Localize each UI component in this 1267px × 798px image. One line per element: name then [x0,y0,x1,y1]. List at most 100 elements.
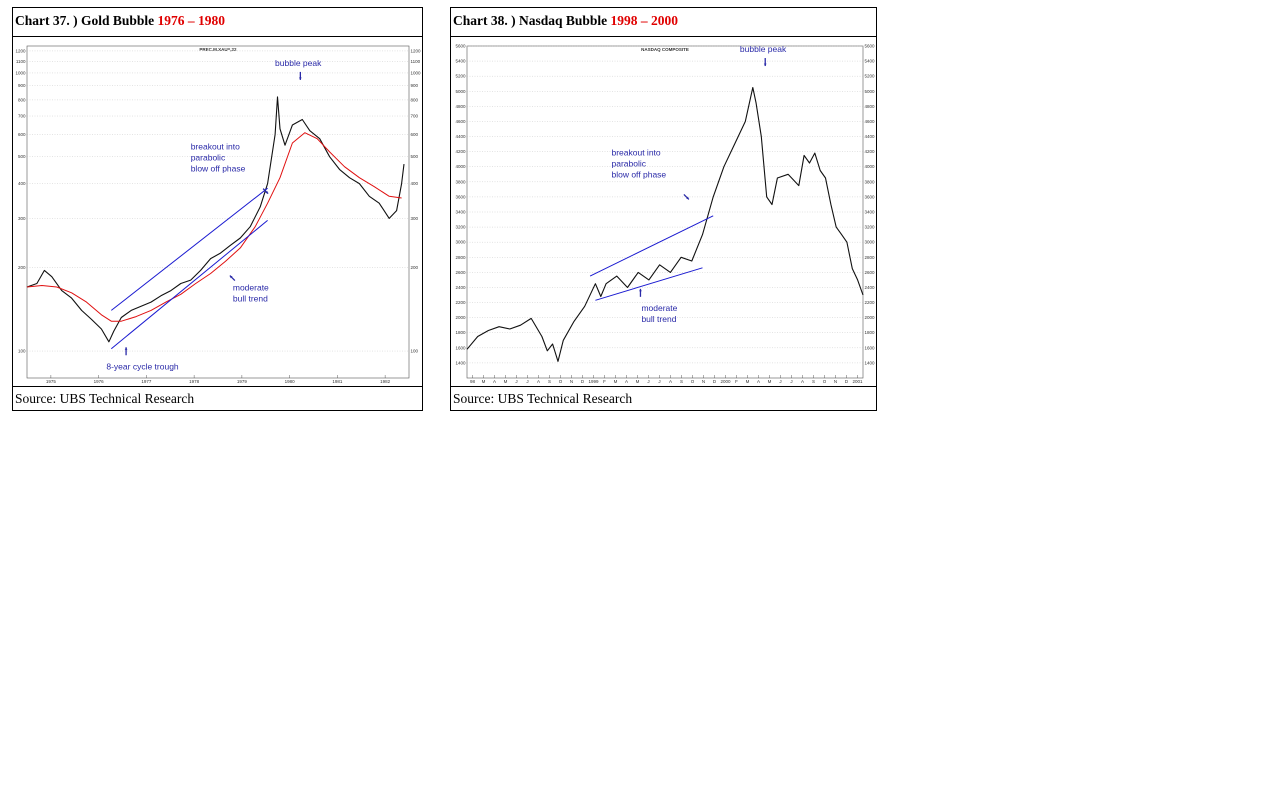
nasdaq-y-tick-label: 2400 [455,285,466,290]
nasdaq-y-tick-label: 2200 [455,300,466,305]
nasdaq-x-tick-label: A [625,379,628,384]
nasdaq-y-tick-label-right: 4000 [865,164,876,169]
nasdaq-trend-line-line [589,215,714,277]
gold-annotation: moderate bull trend [233,283,269,304]
nasdaq-y-tick-label-right: 2000 [865,315,876,320]
nasdaq-x-tick-label: N [834,379,837,384]
nasdaq-y-tick-label: 4600 [455,119,466,124]
nasdaq-y-tick-label-right: 4600 [865,119,876,124]
gold-y-tick-label-right: 400 [411,181,419,186]
gold-y-tick-label: 700 [18,114,26,119]
nasdaq-y-tick-label: 4200 [455,149,466,154]
nasdaq-x-tick-label: O [823,379,827,384]
nasdaq-x-tick-label: M [746,379,750,384]
nasdaq-x-tick-label: M [768,379,772,384]
nasdaq-y-tick-label-right: 2800 [865,255,876,260]
nasdaq-y-tick-label-right: 3800 [865,179,876,184]
nasdaq-y-tick-label-right: 5000 [865,89,876,94]
nasdaq-y-tick-label: 4400 [455,134,466,139]
gold-y-tick-label-right: 1100 [411,59,421,64]
nasdaq-x-tick-label: J [647,379,649,384]
nasdaq-x-tick-label: O [691,379,695,384]
gold-annotation-arrowhead [265,190,269,194]
gold-plot-area [26,45,410,379]
nasdaq-y-tick-label-right: 5200 [865,74,876,79]
gold-annotation-arrowhead [229,275,233,279]
nasdaq-annotation-arrowhead [763,63,767,67]
gold-moving-average-line [26,132,402,322]
nasdaq-y-tick-label: 2800 [455,255,466,260]
nasdaq-y-tick-label: 4000 [455,164,466,169]
nasdaq-y-tick-label-right: 3200 [865,225,876,230]
nasdaq-x-tick-label: M [504,379,508,384]
nasdaq-y-tick-label-right: 1600 [865,345,876,350]
nasdaq-y-tick-label-right: 1400 [865,360,876,365]
gold-x-tick-label: 1977 [141,379,152,384]
gold-y-tick-label-right: 300 [411,216,419,221]
nasdaq-x-tick-label: J [779,379,781,384]
nasdaq-y-tick-label-right: 4200 [865,149,876,154]
nasdaq-y-tick-label-right: 4400 [865,134,876,139]
gold-x-tick-label: 1981 [332,379,343,384]
nasdaq-x-tick-label: M [482,379,486,384]
gold-chart: PREC.M.XAU=,22 100 100 200 200 300 300 400 400 50… [15,45,422,384]
nasdaq-x-tick-label: A [493,379,496,384]
nasdaq-y-tick-label: 4800 [455,104,466,109]
gold-y-tick-label-right: 700 [411,114,419,119]
gold-y-tick-label: 200 [18,265,26,270]
nasdaq-x-tick-label: A [537,379,540,384]
gold-y-tick-label: 1100 [16,59,26,64]
nasdaq-chart: NASDAQ COMPOSITE 1400 1400 1600 1600 1800 1800… [455,44,876,385]
gold-trend-line-line [110,220,268,350]
gold-x-tick-label: 1978 [189,379,200,384]
nasdaq-y-tick-label: 2000 [455,315,466,320]
nasdaq-x-tick-label: 2001 [852,379,863,384]
nasdaq-y-tick-label: 3400 [455,210,466,215]
nasdaq-y-tick-label: 1800 [455,330,466,335]
gold-y-tick-label-right: 1000 [411,70,422,75]
gold-y-tick-label: 100 [18,349,26,354]
nasdaq-x-tick-label: 2000 [720,379,731,384]
nasdaq-y-tick-label: 2600 [455,270,466,275]
gold-y-tick-label-right: 1200 [411,48,422,53]
nasdaq-x-tick-label: S [680,379,683,384]
nasdaq-x-tick-label: S [548,379,551,384]
gold-y-tick-label: 300 [18,216,26,221]
nasdaq-chart-source: Source: UBS Technical Research [451,386,876,410]
gold-chart-title: Chart 37. ) Gold Bubble 1976 – 1980 [13,8,422,37]
gold-y-tick-label-right: 800 [411,97,419,102]
nasdaq-price-line [466,86,864,362]
nasdaq-y-tick-label-right: 2600 [865,270,876,275]
gold-annotation-arrowhead [124,347,128,350]
nasdaq-annotation: breakout into parabolic blow off phase [611,147,666,179]
gold-x-tick-label: 1980 [285,379,296,384]
nasdaq-y-tick-label: 5600 [455,44,466,49]
gold-x-tick-label: 1975 [46,379,57,384]
gold-annotation: breakout into parabolic blow off phase [191,142,246,174]
gold-y-tick-label-right: 900 [411,83,419,88]
gold-chart-panel: Chart 37. ) Gold Bubble 1976 – 1980 PREC… [12,7,423,411]
nasdaq-y-tick-label: 5400 [455,59,466,64]
nasdaq-x-tick-label: F [735,379,738,384]
nasdaq-x-tick-label: N [702,379,705,384]
nasdaq-y-tick-label-right: 3000 [865,240,876,245]
nasdaq-x-tick-label: N [570,379,573,384]
nasdaq-y-tick-label-right: 5600 [865,44,876,49]
nasdaq-y-tick-label-right: 5400 [865,59,876,64]
nasdaq-y-tick-label: 1600 [455,345,466,350]
nasdaq-annotation-arrowhead [686,196,689,200]
nasdaq-y-tick-label: 3800 [455,179,466,184]
nasdaq-y-tick-label-right: 3600 [865,194,876,199]
nasdaq-x-tick-label: A [757,379,760,384]
gold-y-tick-label: 500 [18,154,26,159]
nasdaq-y-tick-label-right: 2200 [865,300,876,305]
gold-price-line [26,96,405,343]
nasdaq-y-tick-label-right: 2400 [865,285,876,290]
gold-y-tick-label-right: 500 [411,154,419,159]
gold-annotation: bubble peak [275,58,322,68]
gold-trend-line-line [110,187,268,311]
nasdaq-y-tick-label: 3000 [455,240,466,245]
gold-y-tick-label: 1000 [15,70,26,75]
gold-x-tick-label: 1979 [237,379,248,384]
nasdaq-x-tick-label: J [526,379,528,384]
